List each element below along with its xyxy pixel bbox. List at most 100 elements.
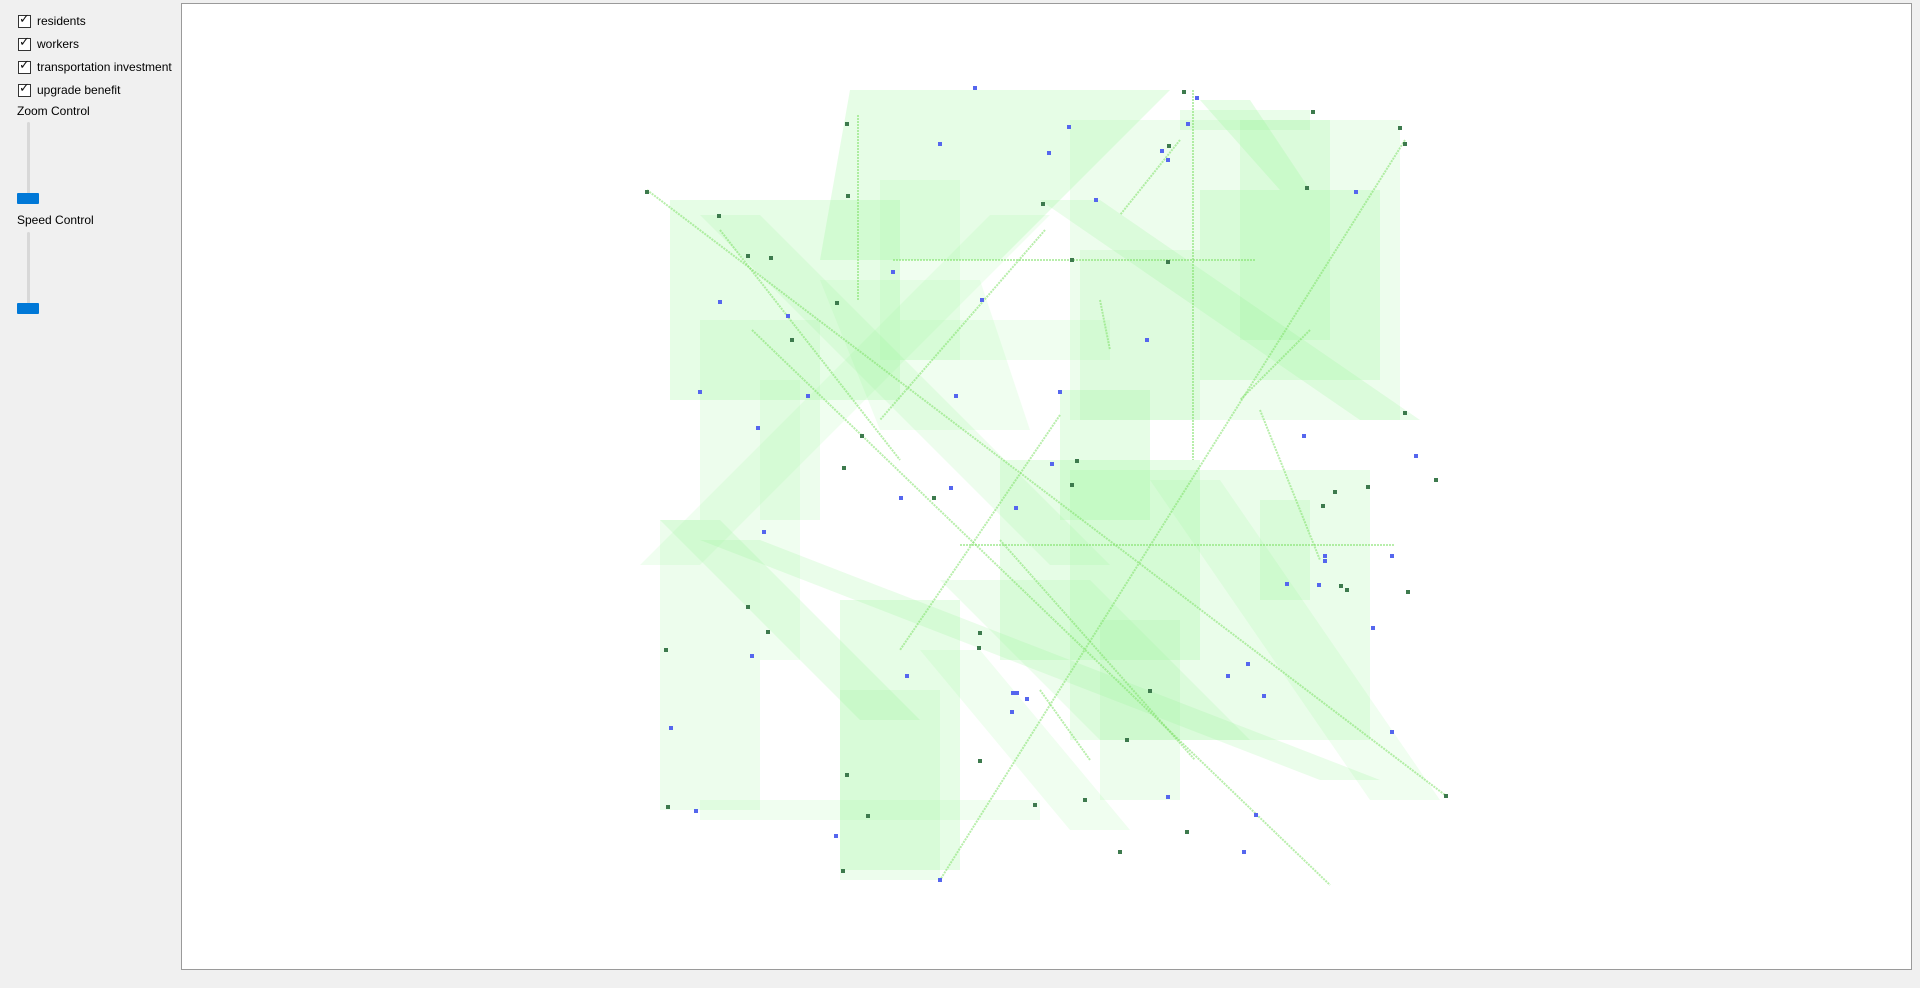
- transport-route: [719, 229, 901, 461]
- worker-marker: [666, 805, 670, 809]
- investment-region: [760, 380, 800, 660]
- resident-marker: [756, 426, 760, 430]
- resident-marker: [806, 394, 810, 398]
- worker-marker: [790, 338, 794, 342]
- worker-marker: [766, 630, 770, 634]
- worker-marker: [846, 194, 850, 198]
- worker-marker: [1041, 202, 1045, 206]
- city-map: [640, 86, 1448, 886]
- worker-marker: [1311, 110, 1315, 114]
- resident-marker: [1145, 338, 1149, 342]
- check-icon: ✓: [19, 11, 30, 27]
- worker-marker: [1434, 478, 1438, 482]
- agent-markers: [645, 86, 1448, 882]
- worker-marker: [746, 254, 750, 258]
- resident-marker: [1390, 554, 1394, 558]
- worker-marker: [1075, 459, 1079, 463]
- investment-region: [1240, 120, 1330, 340]
- resident-marker: [762, 530, 766, 534]
- resident-marker: [1166, 795, 1170, 799]
- investment-region: [640, 215, 1050, 565]
- workers-checkbox-box[interactable]: ✓: [18, 35, 31, 51]
- resident-marker: [1160, 149, 1164, 153]
- control-panel: ✓ residents ✓ workers ✓ transportation i…: [0, 0, 180, 988]
- resident-marker: [786, 314, 790, 318]
- transportation-investment-checkbox-label: transportation investment: [37, 60, 172, 74]
- transport-route: [1119, 139, 1181, 216]
- resident-marker: [1302, 434, 1306, 438]
- resident-marker: [899, 496, 903, 500]
- worker-marker: [1444, 794, 1448, 798]
- transport-route: [646, 189, 1446, 796]
- investment-region: [1070, 120, 1400, 420]
- investment-region: [700, 320, 820, 520]
- resident-marker: [1285, 582, 1289, 586]
- resident-marker: [718, 300, 722, 304]
- workers-checkbox-label: workers: [37, 37, 80, 51]
- resident-marker: [1246, 662, 1250, 666]
- investment-region: [1180, 110, 1310, 130]
- resident-marker: [1323, 559, 1327, 563]
- resident-marker: [1014, 506, 1018, 510]
- investment-region: [660, 520, 760, 810]
- resident-marker: [949, 486, 953, 490]
- resident-marker: [938, 878, 942, 882]
- investment-region: [660, 520, 920, 720]
- worker-marker: [835, 301, 839, 305]
- resident-marker: [1015, 691, 1019, 695]
- investment-region: [700, 800, 1040, 820]
- resident-marker: [1390, 730, 1394, 734]
- worker-marker: [1185, 830, 1189, 834]
- worker-marker: [1182, 90, 1186, 94]
- transport-route: [1239, 329, 1311, 401]
- simulation-canvas[interactable]: [181, 3, 1912, 970]
- zoom-slider-track[interactable]: [27, 122, 30, 198]
- check-icon: ✓: [19, 57, 30, 73]
- investment-region: [700, 215, 1110, 565]
- transportation-investment-checkbox-box[interactable]: ✓: [18, 57, 31, 74]
- resident-marker: [1050, 462, 1054, 466]
- worker-marker: [1305, 186, 1309, 190]
- resident-marker: [1010, 710, 1014, 714]
- resident-marker: [1011, 691, 1015, 695]
- worker-marker: [1070, 483, 1074, 487]
- resident-marker: [1354, 190, 1358, 194]
- resident-marker: [980, 298, 984, 302]
- residents-checkbox-label: residents: [37, 14, 86, 28]
- speed-slider-handle[interactable]: [17, 303, 39, 314]
- worker-marker: [845, 773, 849, 777]
- transportation-investment-checkbox[interactable]: ✓ transportation investment: [18, 58, 172, 76]
- resident-marker: [1254, 813, 1258, 817]
- upgrade-benefit-checkbox-box[interactable]: ✓: [18, 80, 31, 97]
- investment-region: [820, 90, 1170, 260]
- resident-marker: [1166, 158, 1170, 162]
- resident-marker: [1058, 390, 1062, 394]
- zoom-control-label: Zoom Control: [17, 104, 90, 118]
- workers-checkbox[interactable]: ✓ workers: [18, 35, 79, 53]
- worker-marker: [978, 631, 982, 635]
- resident-marker: [1317, 583, 1321, 587]
- upgrade-benefit-checkbox[interactable]: ✓ upgrade benefit: [18, 81, 120, 99]
- worker-marker: [977, 646, 981, 650]
- investment-region: [820, 280, 1030, 430]
- worker-marker: [1406, 590, 1410, 594]
- worker-marker: [1118, 850, 1122, 854]
- zoom-slider-handle[interactable]: [17, 193, 39, 204]
- investment-regions: [640, 90, 1440, 880]
- worker-marker: [717, 214, 721, 218]
- resident-marker: [1226, 674, 1230, 678]
- residents-checkbox[interactable]: ✓ residents: [18, 12, 86, 30]
- residents-checkbox-box[interactable]: ✓: [18, 11, 31, 28]
- resident-marker: [669, 726, 673, 730]
- transport-route: [751, 329, 1331, 886]
- investment-region: [1200, 100, 1310, 190]
- check-icon: ✓: [19, 80, 30, 96]
- worker-marker: [932, 496, 936, 500]
- resident-marker: [1195, 96, 1199, 100]
- resident-marker: [973, 86, 977, 90]
- speed-slider-track[interactable]: [27, 232, 30, 308]
- investment-region: [1080, 250, 1200, 420]
- resident-marker: [891, 270, 895, 274]
- upgrade-benefit-checkbox-label: upgrade benefit: [37, 83, 121, 97]
